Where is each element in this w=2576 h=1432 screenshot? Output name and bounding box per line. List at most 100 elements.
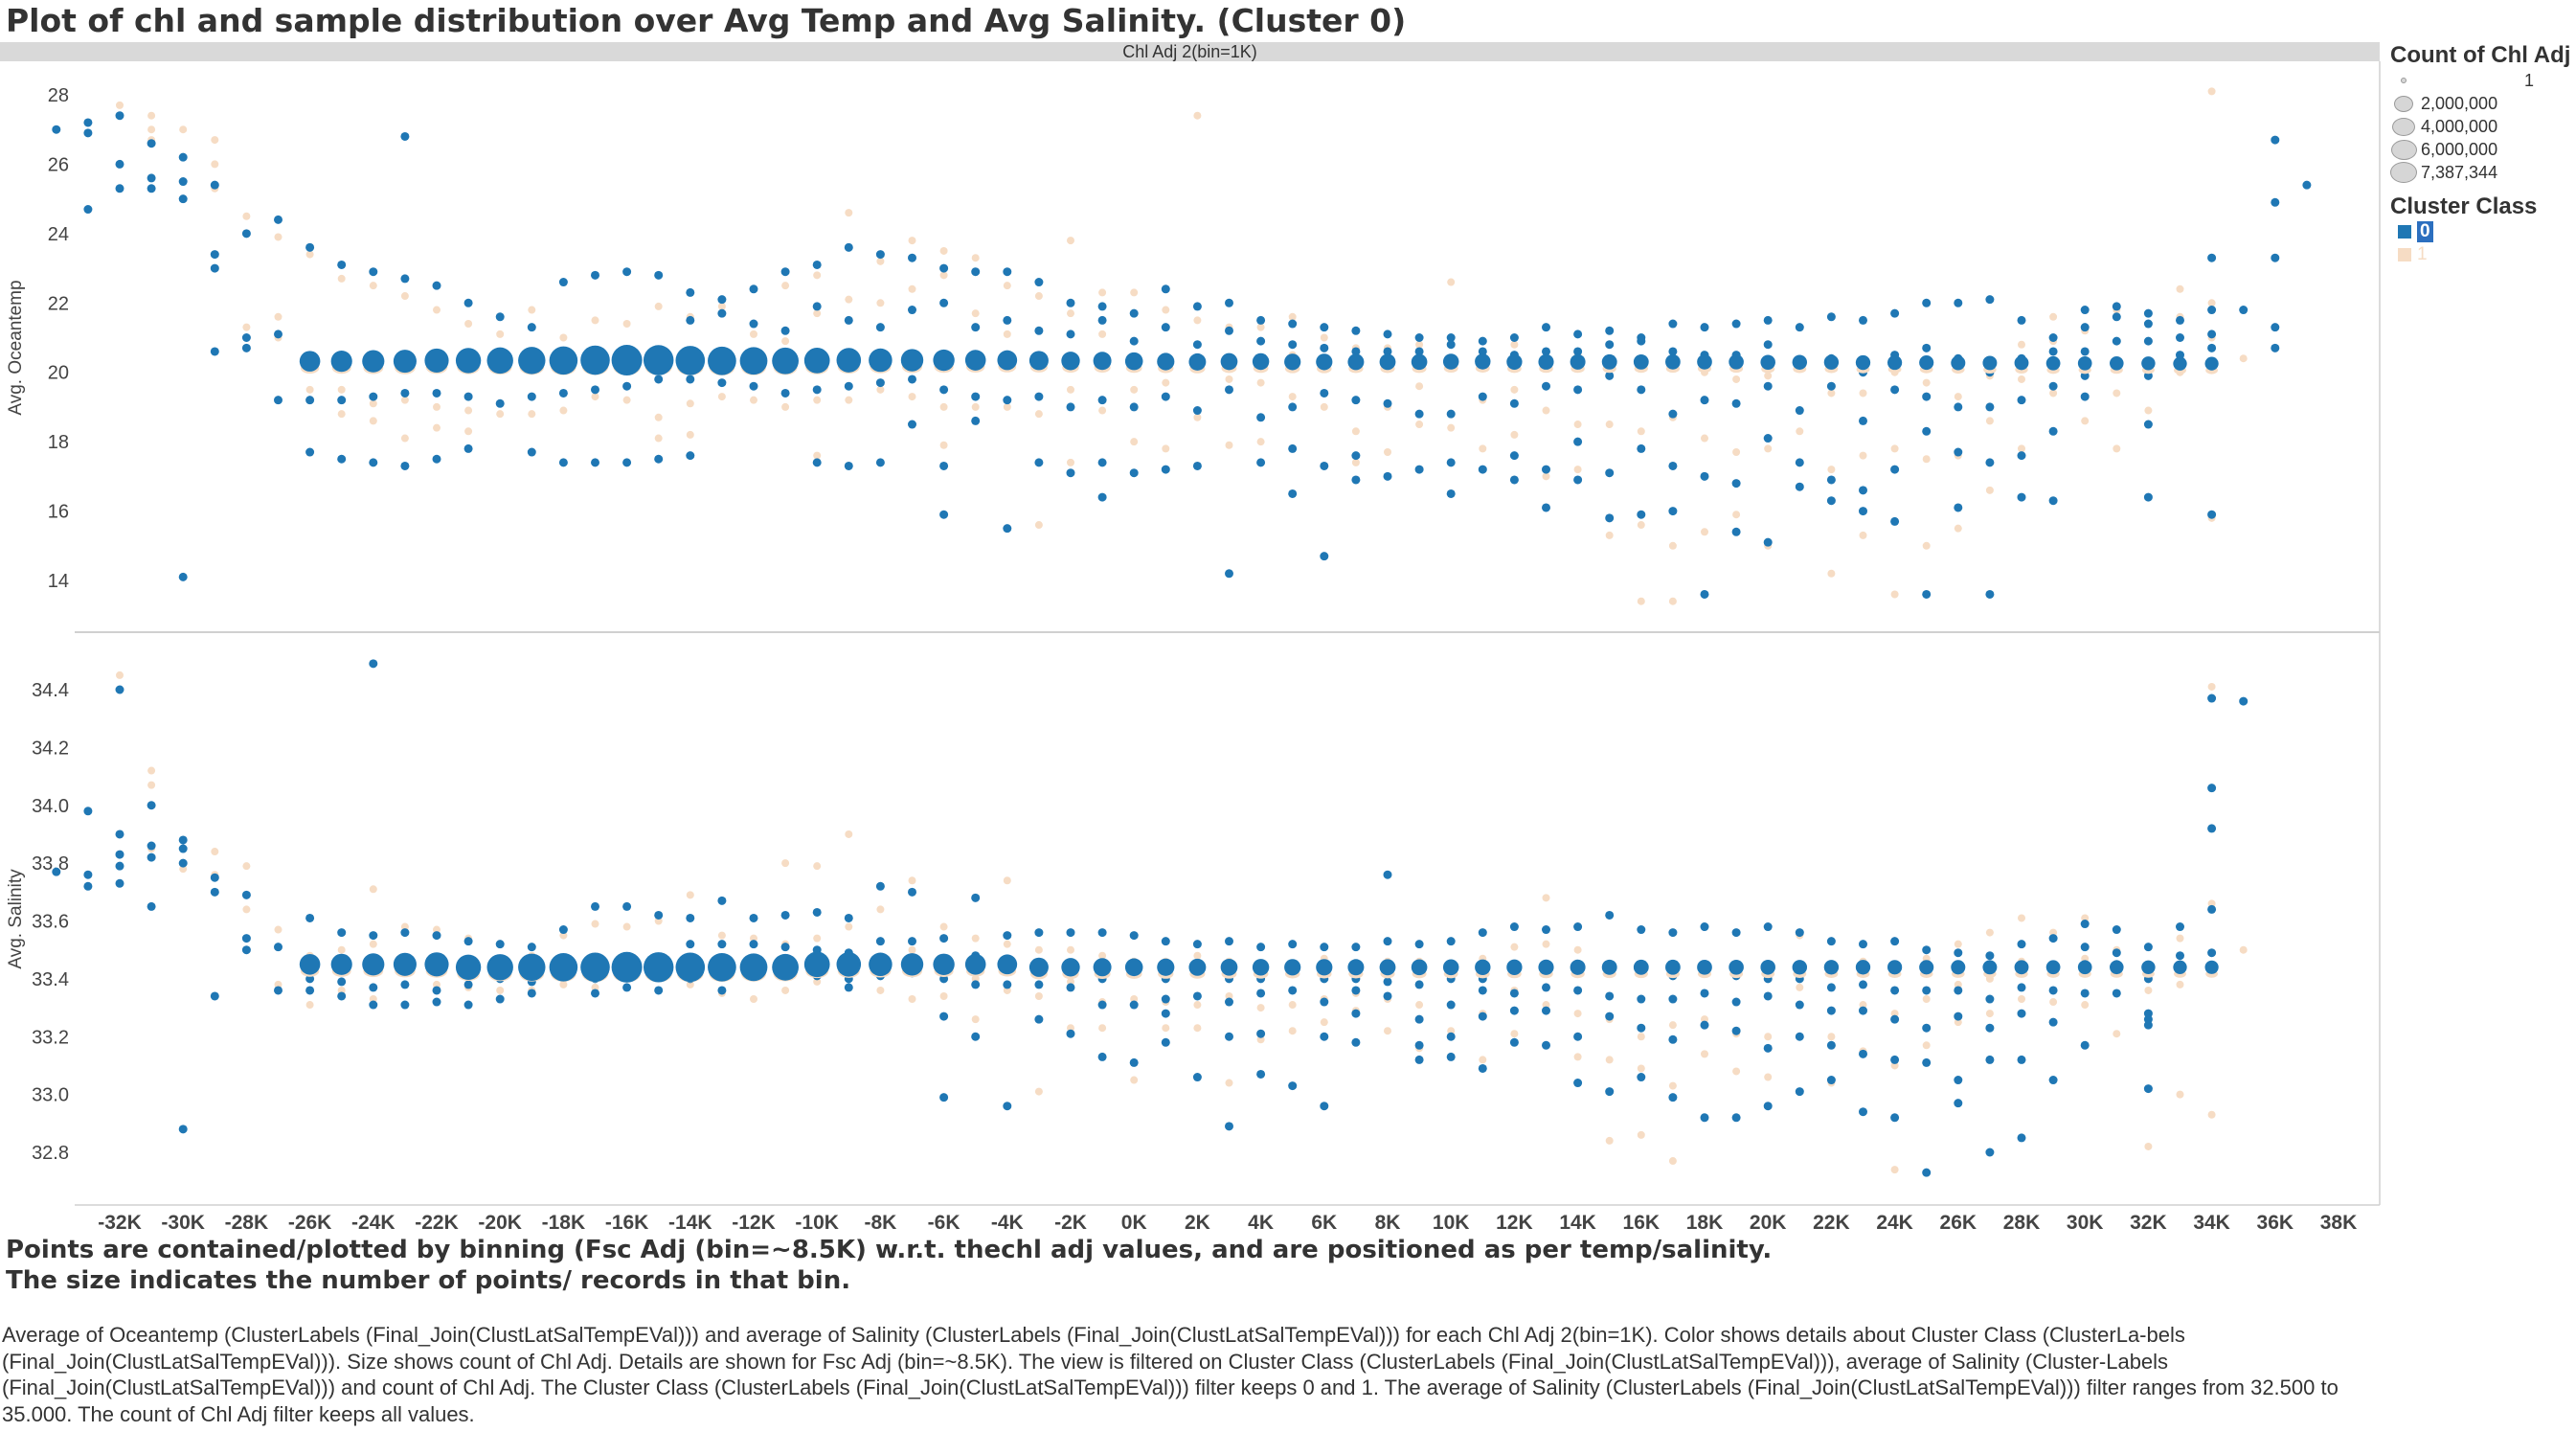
data-point-cluster-0	[463, 392, 473, 401]
data-point-cluster-0	[1351, 943, 1361, 952]
data-point-cluster-1	[1256, 1035, 1265, 1044]
data-point-cluster-0	[1316, 959, 1333, 976]
data-point-cluster-1	[496, 330, 505, 338]
data-point-cluster-0	[739, 347, 768, 375]
data-point-cluster-0	[1188, 958, 1207, 976]
data-point-cluster-0	[83, 118, 93, 127]
data-point-cluster-0	[1605, 326, 1615, 335]
color-legend-item-1[interactable]: 1	[2390, 243, 2576, 266]
data-point-cluster-0	[2080, 306, 2090, 315]
data-point-cluster-0	[330, 351, 352, 373]
data-point-cluster-1	[2049, 928, 2058, 937]
data-point-cluster-0	[591, 901, 599, 911]
data-point-cluster-0	[772, 953, 799, 981]
data-point-cluster-0	[2077, 355, 2092, 371]
data-point-cluster-0	[2204, 356, 2219, 371]
data-point-cluster-1	[1415, 340, 1424, 349]
data-point-cluster-0	[1859, 507, 1867, 516]
data-point-cluster-0	[1890, 986, 1900, 995]
data-point-cluster-0	[115, 878, 124, 888]
data-point-cluster-0	[1478, 1011, 1487, 1021]
data-point-cluster-0	[622, 901, 632, 911]
data-point-cluster-0	[2048, 496, 2058, 506]
data-point-cluster-1	[559, 980, 568, 989]
data-point-cluster-0	[210, 180, 219, 190]
data-point-cluster-1	[1320, 333, 1328, 342]
data-point-cluster-0	[1034, 326, 1044, 335]
x-tick-label: -12K	[732, 1212, 776, 1231]
data-point-cluster-1	[1890, 444, 1899, 453]
data-point-cluster-1	[496, 986, 505, 994]
data-point-cluster-0	[1922, 589, 1932, 599]
data-point-cluster-0	[337, 977, 347, 987]
data-point-cluster-1	[654, 434, 663, 443]
data-point-cluster-0	[1922, 945, 1932, 955]
data-point-cluster-0	[908, 306, 916, 315]
data-point-cluster-0	[1066, 928, 1075, 938]
x-tick-label: 36K	[2257, 1212, 2294, 1231]
data-point-cluster-1	[654, 917, 663, 925]
data-point-cluster-1	[1384, 1027, 1391, 1035]
data-point-cluster-1	[1447, 278, 1456, 286]
data-point-cluster-0	[1003, 931, 1012, 941]
data-point-cluster-0	[1731, 1113, 1741, 1123]
data-point-cluster-0	[1700, 1113, 1709, 1123]
data-point-cluster-0	[527, 989, 536, 998]
data-point-cluster-0	[2077, 960, 2092, 975]
y-tick-label: 26	[48, 154, 69, 175]
data-point-cluster-1	[1985, 1010, 1994, 1018]
data-point-cluster-1	[845, 295, 853, 304]
data-point-cluster-0	[611, 951, 643, 983]
data-point-cluster-0	[1478, 392, 1487, 401]
data-point-cluster-0	[1570, 959, 1586, 975]
data-point-cluster-0	[875, 378, 885, 388]
x-tick-label: 2K	[1185, 1212, 1210, 1231]
data-point-cluster-0	[1478, 986, 1487, 995]
data-point-cluster-0	[558, 278, 568, 287]
data-point-cluster-0	[2112, 989, 2121, 998]
data-point-cluster-1	[876, 299, 885, 307]
data-point-cluster-0	[2143, 371, 2153, 380]
data-point-cluster-0	[400, 131, 410, 141]
data-point-cluster-0	[1637, 1023, 1646, 1033]
data-point-cluster-0	[717, 308, 727, 318]
data-point-cluster-0	[1637, 336, 1646, 346]
data-point-cluster-0	[1763, 1102, 1773, 1111]
data-point-cluster-1	[1954, 940, 1962, 948]
data-point-cluster-1	[1701, 434, 1708, 443]
data-point-cluster-0	[1192, 1073, 1202, 1082]
data-point-cluster-1	[2144, 986, 2153, 994]
data-point-cluster-0	[1985, 458, 1995, 467]
data-point-cluster-1	[1510, 943, 1519, 951]
data-point-cluster-0	[1922, 1057, 1932, 1067]
data-point-cluster-0	[1605, 991, 1615, 1001]
data-point-cluster-0	[1859, 980, 1867, 989]
data-point-cluster-0	[274, 215, 282, 224]
data-point-cluster-0	[147, 801, 156, 810]
data-point-cluster-0	[1985, 1148, 1995, 1157]
data-point-cluster-0	[869, 348, 893, 373]
data-point-cluster-0	[1320, 388, 1329, 398]
data-point-cluster-0	[52, 125, 61, 134]
data-point-cluster-0	[1982, 960, 1998, 975]
data-point-cluster-1	[750, 934, 757, 943]
data-point-cluster-0	[210, 873, 219, 882]
data-point-cluster-0	[1351, 347, 1361, 356]
data-point-cluster-0	[1129, 1057, 1139, 1067]
color-legend-item-0[interactable]: 0	[2390, 220, 2576, 243]
data-point-cluster-0	[739, 953, 768, 982]
data-point-cluster-0	[1637, 925, 1646, 935]
data-point-cluster-0	[933, 953, 955, 975]
data-point-cluster-1	[1542, 894, 1550, 902]
data-point-cluster-1	[717, 302, 726, 310]
data-point-cluster-0	[393, 350, 417, 374]
data-point-cluster-0	[1826, 1076, 1836, 1085]
data-point-cluster-0	[274, 943, 282, 952]
data-point-cluster-0	[1637, 1073, 1646, 1082]
data-point-cluster-0	[1093, 352, 1112, 371]
data-point-cluster-0	[939, 263, 949, 273]
data-point-cluster-1	[400, 434, 409, 443]
data-point-cluster-0	[1383, 398, 1392, 408]
data-point-cluster-0	[900, 953, 924, 976]
data-point-cluster-1	[1288, 393, 1297, 401]
